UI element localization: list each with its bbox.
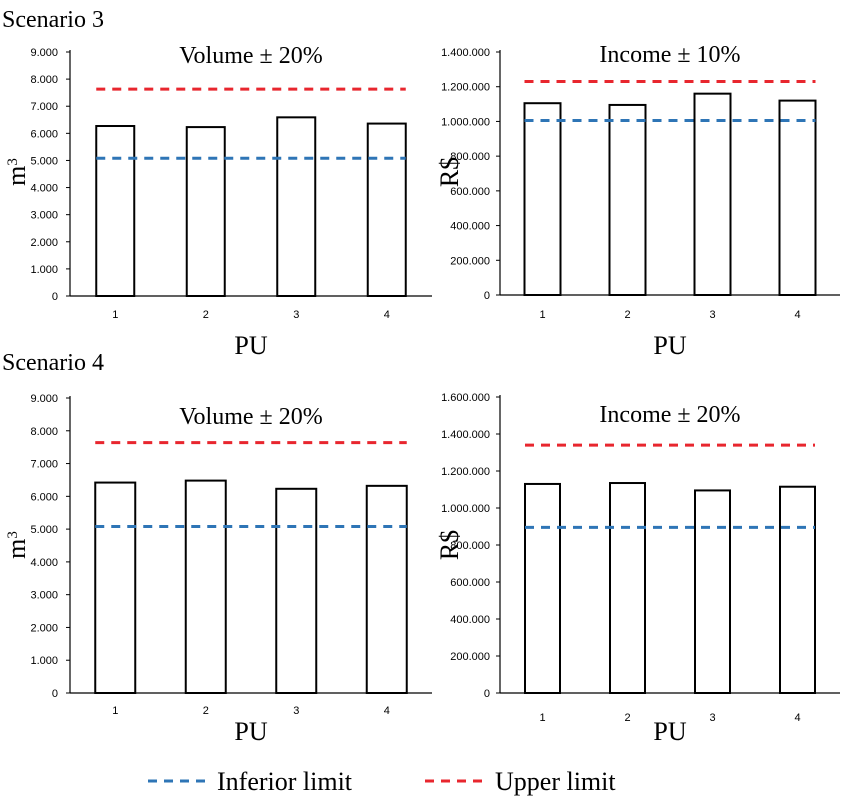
y-tick-label: 200.000 [450,255,490,267]
y-tick-label: 1.200.000 [441,82,490,94]
y-tick-label: 1.000.000 [441,503,490,515]
y-tick-label: 4.000 [30,557,58,569]
y-axis-label: m3 [2,531,31,559]
y-tick-label: 3.000 [30,590,58,602]
y-tick-label: 2.000 [30,237,58,249]
bar-pu-3 [693,92,732,296]
bar-pu-4 [365,484,408,694]
y-tick-label: 1.400.000 [441,47,490,59]
chart-title: Volume ± 20% [179,43,322,69]
y-tick-label: 5.000 [30,524,58,536]
y-tick-label: 2.000 [30,622,58,634]
y-tick-label: 600.000 [450,186,490,198]
bar-pu-3 [694,489,731,694]
y-axis-label: R$ [435,157,464,187]
y-tick-label: 7.000 [30,459,58,471]
bar-pu-4 [779,485,816,694]
y-axis-label: m3 [2,158,31,186]
x-tick-label: 1 [112,705,118,717]
x-tick-label: 3 [709,712,715,724]
scenario-4-label: Scenario 4 [2,350,104,376]
y-tick-label: 1.000 [30,655,58,667]
y-tick-label: 600.000 [450,577,490,589]
bar-pu-4 [778,99,817,296]
y-tick-label: 3.000 [30,210,58,222]
x-axis-label: PU [234,717,267,746]
y-tick-label: 9.000 [30,393,58,405]
y-tick-label: 1.000.000 [441,116,490,128]
x-tick-label: 3 [293,705,299,717]
bar-pu-4 [366,122,407,297]
bar-pu-1 [524,482,561,695]
panel-s3-volume: 0 1.000 2.000 3.000 4.000 5.000 6.000 7.000 8.00… [2,43,432,360]
y-tick-label: 0 [52,688,58,700]
x-axis-label: PU [653,331,686,360]
y-tick-label: 0 [52,291,58,303]
x-axis-label: PU [653,717,686,746]
x-tick-label: 4 [384,309,390,321]
y-tick-label: 1.400.000 [441,429,490,441]
y-tick-label: 6.000 [30,128,58,140]
x-tick-label: 4 [384,705,390,717]
panel-s4-income: 0 200.000 400.000 600.000 800.000 1.000.000 1.… [435,392,840,746]
y-tick-label: 7.000 [30,101,58,113]
chart-title: Income ± 10% [599,42,740,68]
y-tick-label: 4.000 [30,183,58,195]
chart-title: Income ± 20% [599,402,740,428]
y-tick-label: 1.200.000 [441,466,490,478]
scenario-3-label: Scenario 3 [2,7,104,33]
y-tick-label: 8.000 [30,74,58,86]
bar-pu-2 [185,126,226,297]
bar-pu-3 [276,116,317,297]
x-tick-label: 2 [203,705,209,717]
x-tick-label: 3 [709,309,715,321]
y-tick-label: 200.000 [450,651,490,663]
y-tick-label: 400.000 [450,614,490,626]
x-tick-label: 2 [624,309,630,321]
x-tick-label: 1 [539,309,545,321]
y-tick-label: 8.000 [30,426,58,438]
x-tick-label: 4 [794,309,800,321]
x-axis-label: PU [234,331,267,360]
x-tick-label: 2 [624,712,630,724]
y-tick-label: 1.600.000 [441,392,490,404]
x-tick-label: 1 [539,712,545,724]
bar-pu-3 [275,487,318,694]
y-tick-label: 800.000 [450,540,490,552]
y-tick-label: 9.000 [30,47,58,59]
x-tick-label: 2 [203,309,209,321]
x-tick-label: 4 [794,712,800,724]
y-axis-label: R$ [435,530,464,560]
y-tick-label: 800.000 [450,151,490,163]
bar-pu-1 [523,102,562,297]
x-tick-label: 1 [112,309,118,321]
y-tick-label: 6.000 [30,491,58,503]
bar-pu-2 [609,482,646,694]
y-tick-label: 0 [484,688,490,700]
y-tick-label: 5.000 [30,155,58,167]
chart-title: Volume ± 20% [179,404,322,430]
legend-inferior-label: Inferior limit [217,767,353,796]
panel-s3-income: 0 200.000 400.000 600.000 800.000 1.000.000 1.… [435,42,840,360]
y-tick-label: 0 [484,290,490,302]
bar-pu-2 [184,479,227,694]
bar-pu-2 [608,103,647,296]
x-tick-label: 3 [293,309,299,321]
panel-s4-volume: 0 1.000 2.000 3.000 4.000 5.000 6.000 7.000 8.00… [2,393,432,746]
bar-pu-1 [94,481,137,695]
y-tick-label: 400.000 [450,221,490,233]
legend-upper-label: Upper limit [495,767,616,796]
bar-pu-1 [95,125,136,297]
legend: Inferior limit Upper limit [148,767,616,796]
y-tick-label: 1.000 [30,264,58,276]
